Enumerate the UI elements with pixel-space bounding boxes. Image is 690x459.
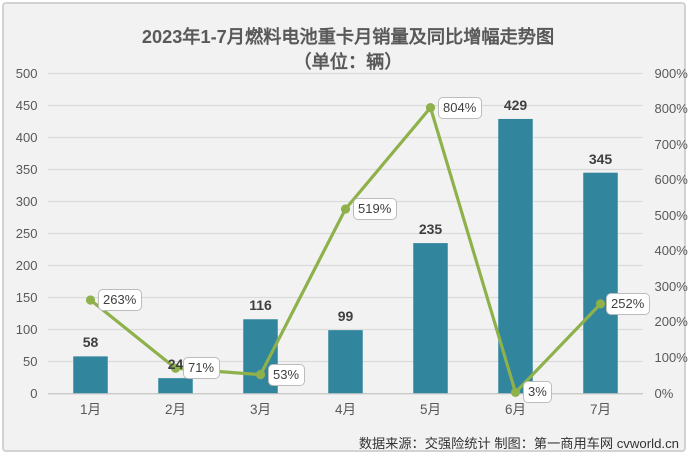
bar-value-label: 235 <box>418 221 443 238</box>
x-axis-label: 2月 <box>164 402 186 417</box>
x-axis-label: 1月 <box>79 402 101 417</box>
y-axis-tick-label: 350 <box>15 161 38 177</box>
y-axis-tick-label: 450 <box>15 97 38 113</box>
pct-callout: 804% <box>437 96 482 119</box>
line-marker-4月 <box>340 204 351 214</box>
line-marker-6月 <box>510 387 521 398</box>
y-axis-tick-label: 300 <box>15 193 38 209</box>
bar-value-label: 345 <box>588 150 613 167</box>
bar-2月 <box>158 378 193 394</box>
y2-axis-tick-label: 600% <box>654 172 688 188</box>
y-axis-tick-label: 500 <box>15 65 38 81</box>
x-axis-label: 5月 <box>419 402 441 417</box>
pct-callout: 71% <box>182 357 220 380</box>
x-axis-label: 6月 <box>504 402 526 417</box>
source-note: 数据来源：交强险统计 制图：第一商用车网 cvworld.cn <box>358 436 679 451</box>
y-axis-tick-label: 250 <box>15 225 38 241</box>
y2-axis-tick-label: 400% <box>654 243 688 259</box>
y2-axis-tick-label: 500% <box>654 207 688 223</box>
y-axis-tick-label: 50 <box>23 353 38 369</box>
bar-value-label: 429 <box>503 96 528 113</box>
pct-callout: 53% <box>267 363 305 386</box>
bar-4月 <box>328 330 363 394</box>
bar-value-label: 116 <box>249 297 272 314</box>
y2-axis-tick-label: 200% <box>654 314 688 330</box>
chart-subtitle: （单位：辆） <box>293 52 403 72</box>
y2-axis-tick-label: 900% <box>654 65 688 81</box>
bar-1月 <box>73 356 108 394</box>
line-marker-5月 <box>425 103 436 113</box>
bar-6月 <box>498 118 533 394</box>
y2-axis-tick-label: 300% <box>654 278 688 294</box>
line-marker-1月 <box>85 295 96 305</box>
bar-value-label: 24 <box>167 356 184 373</box>
y2-axis-tick-label: 800% <box>654 101 688 117</box>
line-marker-7月 <box>595 299 606 309</box>
pct-callout: 3% <box>522 381 553 404</box>
line-marker-3月 <box>255 370 266 380</box>
y-axis-tick-label: 0 <box>30 385 38 401</box>
y2-axis-tick-label: 700% <box>654 136 688 152</box>
pct-callout: 263% <box>97 288 142 311</box>
bar-5月 <box>413 243 448 394</box>
y2-axis-tick-label: 0% <box>654 385 674 401</box>
bar-value-label: 99 <box>337 308 354 325</box>
x-axis-label: 4月 <box>334 402 356 417</box>
pct-callout: 252% <box>605 292 650 315</box>
line-marker-2月 <box>170 363 181 373</box>
x-axis-label: 3月 <box>249 402 271 417</box>
chart-title: 2023年1-7月燃料电池重卡月销量及同比增幅走势图 <box>141 27 555 47</box>
y2-axis-tick-label: 100% <box>654 349 688 365</box>
y-axis-tick-label: 150 <box>15 289 38 305</box>
bar-7月 <box>583 172 618 394</box>
y-axis-tick-label: 200 <box>15 257 38 273</box>
x-axis-label: 7月 <box>589 402 611 417</box>
pct-callout: 519% <box>352 197 397 220</box>
y-axis-tick-label: 100 <box>15 321 38 337</box>
y-axis-tick-label: 400 <box>15 129 38 145</box>
bar-value-label: 58 <box>82 334 99 351</box>
